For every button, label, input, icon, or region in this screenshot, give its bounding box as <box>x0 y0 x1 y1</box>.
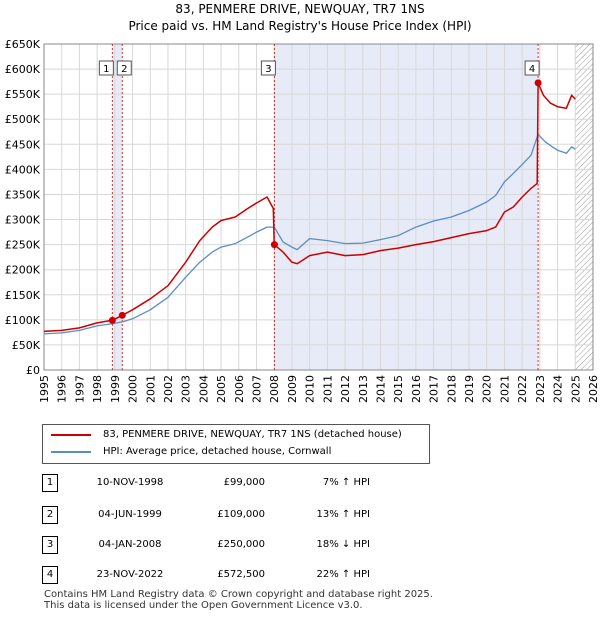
transaction-hpi-diff: 7% ↑ HPI <box>322 477 370 488</box>
x-tick-label: 2025 <box>569 375 582 403</box>
transaction-number: 2 <box>42 506 58 524</box>
table-row: 1 10-NOV-1998 £99,000 7% ↑ HPI <box>0 474 600 492</box>
y-tick-label: £400K <box>5 163 41 176</box>
x-tick-label: 1999 <box>109 375 122 403</box>
table-row: 3 04-JAN-2008 £250,000 18% ↓ HPI <box>0 536 600 554</box>
transaction-date: 23-NOV-2022 <box>96 569 164 580</box>
y-tick-label: £0 <box>26 364 40 377</box>
y-tick-label: £500K <box>5 113 41 126</box>
x-tick-label: 2014 <box>374 375 387 403</box>
y-tick-label: £650K <box>5 38 41 51</box>
property-price-line <box>43 82 576 333</box>
sale-point <box>534 79 542 87</box>
transaction-price: £250,000 <box>217 539 265 550</box>
footer-licence: This data is licensed under the Open Gov… <box>44 600 363 611</box>
sale-marker-box <box>116 60 132 76</box>
table-row: 2 04-JUN-1999 £109,000 13% ↑ HPI <box>0 506 600 524</box>
shaded-range <box>112 44 123 370</box>
x-tick-label: 1996 <box>56 375 69 403</box>
x-tick-label: 2006 <box>233 375 246 403</box>
transaction-number: 3 <box>42 536 58 554</box>
legend-label-hpi: HPI: Average price, detached house, Corn… <box>103 446 332 457</box>
chart-subtitle: Price paid vs. HM Land Registry's House … <box>128 19 472 33</box>
x-tick-label: 2016 <box>410 375 423 403</box>
transaction-date: 04-JUN-1999 <box>98 509 162 520</box>
sale-point <box>270 241 278 249</box>
y-tick-label: £50K <box>12 339 41 352</box>
transaction-date: 10-NOV-1998 <box>96 477 164 488</box>
shaded-range <box>274 44 539 370</box>
x-tick-label: 2024 <box>552 375 565 403</box>
transaction-hpi-diff: 22% ↑ HPI <box>316 569 370 580</box>
table-row: 4 23-NOV-2022 £572,500 22% ↑ HPI <box>0 566 600 584</box>
transaction-hpi-diff: 13% ↑ HPI <box>316 509 370 520</box>
x-tick-label: 2017 <box>428 375 441 403</box>
transaction-number: 4 <box>42 566 58 584</box>
x-tick-label: 2000 <box>127 375 140 403</box>
legend-swatch-hpi <box>51 451 91 453</box>
transaction-price: £572,500 <box>217 569 265 580</box>
x-tick-label: 1998 <box>91 375 104 403</box>
legend: 83, PENMERE DRIVE, NEWQUAY, TR7 1NS (det… <box>42 424 430 464</box>
sale-marker-box <box>260 60 276 76</box>
x-tick-label: 2010 <box>304 375 317 403</box>
y-tick-label: £450K <box>5 138 41 151</box>
sale-marker-label: 4 <box>529 64 535 75</box>
price-chart: £0 £50K £100K £150K £200K £250K £300K £350K £400… <box>5 38 600 403</box>
transaction-price: £109,000 <box>217 509 265 520</box>
transaction-price: £99,000 <box>223 477 265 488</box>
transaction-hpi-diff: 18% ↓ HPI <box>316 539 370 550</box>
x-tick-label: 2022 <box>516 375 529 403</box>
footer: Contains HM Land Registry data © Crown c… <box>44 589 433 611</box>
y-tick-label: £200K <box>5 264 41 277</box>
forecast-hatch <box>575 44 593 370</box>
x-tick-label: 2019 <box>463 375 476 403</box>
hpi-line <box>43 133 576 335</box>
x-tick-label: 2023 <box>534 375 547 403</box>
x-tick-label: 1995 <box>38 375 51 403</box>
y-tick-label: £550K <box>5 88 41 101</box>
x-tick-label: 2013 <box>357 375 370 403</box>
transaction-number: 1 <box>42 474 58 492</box>
footer-copyright: Contains HM Land Registry data © Crown c… <box>44 589 433 600</box>
x-tick-label: 2012 <box>339 375 352 403</box>
x-tick-label: 2026 <box>587 375 600 403</box>
x-tick-label: 2008 <box>268 375 281 403</box>
x-tick-label: 2021 <box>498 375 511 403</box>
x-tick-label: 2015 <box>392 375 405 403</box>
x-tick-label: 2005 <box>215 375 228 403</box>
x-tick-label: 1997 <box>73 375 86 403</box>
chart-title: 83, PENMERE DRIVE, NEWQUAY, TR7 1NS <box>175 2 425 16</box>
x-tick-label: 2001 <box>144 375 157 403</box>
sale-marker-box <box>98 60 114 76</box>
x-tick-label: 2007 <box>251 375 264 403</box>
y-tick-label: £150K <box>5 289 41 302</box>
x-tick-label: 2002 <box>162 375 175 403</box>
y-tick-label: £250K <box>5 239 41 252</box>
sale-point <box>118 311 126 319</box>
x-tick-label: 2009 <box>286 375 299 403</box>
sale-marker-label: 3 <box>265 64 271 75</box>
x-tick-label: 2018 <box>445 375 458 403</box>
x-tick-label: 2004 <box>197 375 210 403</box>
y-tick-label: £100K <box>5 314 41 327</box>
y-tick-label: £600K <box>5 63 41 76</box>
sale-marker-label: 1 <box>103 64 109 75</box>
sale-point <box>108 316 116 324</box>
x-tick-label: 2003 <box>180 375 193 403</box>
y-tick-label: £350K <box>5 188 41 201</box>
legend-swatch-property <box>51 434 91 436</box>
sale-marker-box <box>524 60 540 76</box>
legend-label-property: 83, PENMERE DRIVE, NEWQUAY, TR7 1NS (det… <box>103 429 402 440</box>
x-tick-label: 2011 <box>321 375 334 403</box>
transaction-date: 04-JAN-2008 <box>98 539 162 550</box>
sale-marker-label: 2 <box>121 64 127 75</box>
plot-frame <box>43 43 594 371</box>
y-tick-label: £300K <box>5 214 41 227</box>
x-tick-label: 2020 <box>481 375 494 403</box>
